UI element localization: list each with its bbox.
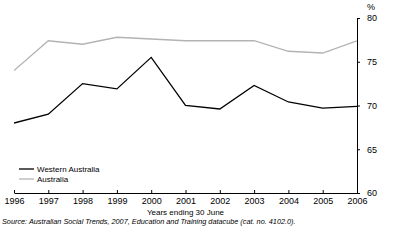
x-tick-label: 2002 — [210, 196, 230, 206]
x-tick-label: 1997 — [39, 196, 59, 206]
x-tick: 2000 — [142, 190, 162, 206]
y-tick-label: 75 — [367, 57, 377, 67]
y-tick-label: 70 — [367, 101, 377, 111]
x-tick-mark — [83, 190, 84, 193]
y-tick: 75 — [357, 57, 377, 67]
legend-label: Western Australia — [37, 165, 100, 174]
x-tick-label: 1998 — [73, 196, 93, 206]
y-tick-label: 65 — [367, 145, 377, 155]
y-tick-mark — [357, 193, 360, 194]
x-tick-mark — [220, 190, 221, 193]
y-axis: 60 65 70 75 80 — [357, 13, 377, 198]
legend-label: Australia — [37, 175, 69, 184]
y-tick-mark — [357, 18, 360, 19]
x-tick-label: 2006 — [347, 196, 367, 206]
x-tick: 2005 — [313, 190, 333, 206]
y-tick: 80 — [357, 13, 377, 23]
x-tick: 1999 — [107, 190, 127, 206]
x-tick-mark — [117, 190, 118, 193]
series-line — [14, 37, 357, 70]
x-tick-label: 2003 — [245, 196, 265, 206]
x-tick-mark — [186, 190, 187, 193]
x-tick-label: 2001 — [176, 196, 196, 206]
y-tick: 60 — [357, 188, 377, 198]
x-axis-title: Years ending 30 June — [147, 208, 225, 217]
source-note: Source: Australian Social Trends, 2007, … — [2, 217, 296, 226]
x-tick-mark — [288, 190, 289, 193]
x-tick-label: 2000 — [142, 196, 162, 206]
legend-swatch — [19, 168, 34, 169]
x-tick-label: 1996 — [4, 196, 24, 206]
x-tick-label: 2005 — [313, 196, 333, 206]
chart: 1996 1997 1998 1999 2000 2001 2002 2003 2004 2005… — [0, 0, 397, 227]
x-tick-label: 2004 — [279, 196, 299, 206]
x-tick-mark — [48, 190, 49, 193]
x-tick-mark — [323, 190, 324, 193]
x-tick: 2003 — [245, 190, 265, 206]
x-tick-mark — [151, 190, 152, 193]
x-tick-label: 1999 — [107, 196, 127, 206]
y-tick-mark — [357, 106, 360, 107]
x-tick: 2004 — [279, 190, 299, 206]
y-tick: 65 — [357, 145, 377, 155]
lines — [14, 37, 357, 123]
y-tick: 70 — [357, 101, 377, 111]
x-tick-mark — [14, 190, 15, 193]
x-tick: 1997 — [39, 190, 59, 206]
y-tick-label: 80 — [367, 13, 377, 23]
x-tick: 1996 — [4, 190, 24, 206]
x-tick-mark — [254, 190, 255, 193]
x-axis: 1996 1997 1998 1999 2000 2001 2002 2003 2004 2005… — [4, 190, 367, 206]
legend-swatch — [19, 178, 34, 179]
y-tick-mark — [357, 62, 360, 63]
x-tick: 1998 — [73, 190, 93, 206]
x-tick: 2002 — [210, 190, 230, 206]
x-tick: 2001 — [176, 190, 196, 206]
legend: Western AustraliaAustralia — [19, 165, 100, 184]
y-tick-mark — [357, 149, 360, 150]
y-axis-title: % — [367, 2, 375, 12]
series-line — [14, 57, 357, 123]
y-tick-label: 60 — [367, 188, 377, 198]
x-axis-line — [15, 193, 358, 194]
